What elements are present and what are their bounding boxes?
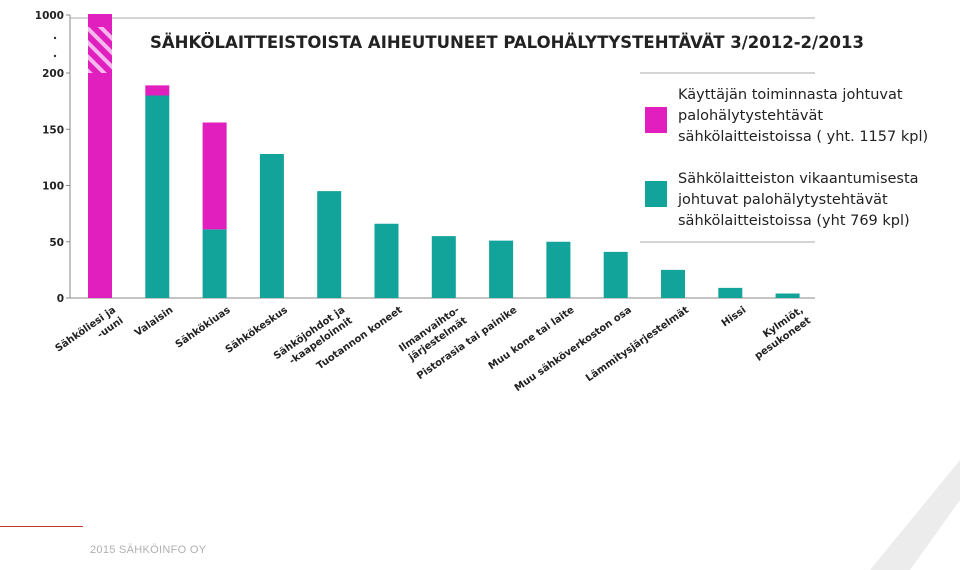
x-category-label: Kylmiöt,pesukoneet	[753, 305, 813, 362]
bar-segment-teal	[145, 95, 170, 298]
bar-segment-teal	[374, 223, 399, 298]
axis-break-dot	[53, 54, 57, 58]
bar-segment-teal	[431, 236, 456, 298]
x-category-label-line: Lämmitysjärjestelmät	[584, 305, 691, 385]
y-tick-label: 150	[42, 124, 64, 136]
bar-segment-teal	[259, 154, 284, 298]
chart-title: SÄHKÖLAITTEISTOISTA AIHEUTUNEET PALOHÄLY…	[150, 33, 864, 52]
bar-segment-magenta	[202, 122, 227, 230]
x-category-label: Valaisin	[133, 305, 175, 339]
legend-swatch	[645, 107, 667, 133]
corner-chevron-logo	[870, 460, 960, 570]
y-tick-labels: 0 50 100 150 200 1000	[35, 10, 70, 305]
legend-swatch	[645, 181, 667, 207]
x-category-label: Sähköliesi ja-uuni	[54, 305, 126, 355]
y-tick-label: 200	[42, 68, 64, 80]
bar-segment-teal	[202, 229, 227, 298]
legend-label-line: palohälytystehtävät	[678, 108, 823, 124]
bar-segment-magenta	[88, 14, 112, 27]
x-category-label: Lämmitysjärjestelmät	[584, 305, 691, 385]
legend: Käyttäjän toiminnasta johtuvat palohälyty…	[640, 72, 928, 243]
x-category-label: Muu sähköverkoston osa	[513, 305, 634, 394]
legend-label-line: johtuvat palohälytystehtävät	[677, 192, 888, 208]
y-tick-label: 50	[49, 237, 64, 249]
footer-divider	[0, 526, 83, 527]
y-tick-label: 0	[57, 293, 64, 305]
x-category-label-line: Hissi	[720, 305, 749, 330]
bar-segment-teal	[603, 251, 628, 298]
bar-segment-magenta	[145, 85, 170, 96]
y-tick-label: 1000	[35, 10, 64, 22]
legend-label-line: sähkölaitteistoissa ( yht. 1157 kpl)	[678, 129, 928, 145]
x-category-label-line: Valaisin	[133, 305, 175, 339]
legend-label-line: Käyttäjän toiminnasta johtuvat	[678, 87, 903, 103]
bar-segment-teal	[546, 241, 571, 298]
legend-label-line: sähkölaitteistoissa (yht 769 kpl)	[678, 213, 910, 229]
bar-segment-teal	[718, 287, 743, 298]
x-category-label-line: Muu sähköverkoston osa	[513, 305, 634, 394]
bar-segment-magenta-break	[88, 27, 112, 73]
bar-segment-teal	[775, 293, 800, 298]
bar-segment-magenta	[88, 73, 112, 298]
axis-break-dot	[53, 36, 57, 40]
footer-copyright: 2015 SÄHKÖINFO OY	[90, 544, 207, 556]
legend-label-line: Sähkölaitteiston vikaantumisesta	[678, 171, 919, 187]
bars	[88, 14, 800, 298]
x-category-label: Hissi	[720, 305, 749, 330]
x-category-labels: Sähköliesi ja-uuni ValaisinSähkökiuasSähk…	[54, 305, 814, 394]
y-tick-label: 100	[42, 181, 64, 193]
bar-segment-teal	[661, 269, 685, 298]
x-category-label: Sähkökiuas	[174, 305, 233, 351]
chart: SÄHKÖLAITTEISTOISTA AIHEUTUNEET PALOHÄLY…	[35, 10, 928, 394]
bar-segment-teal	[489, 240, 514, 298]
x-category-label-line: Sähkökiuas	[174, 305, 233, 351]
bar-segment-teal	[317, 191, 342, 298]
